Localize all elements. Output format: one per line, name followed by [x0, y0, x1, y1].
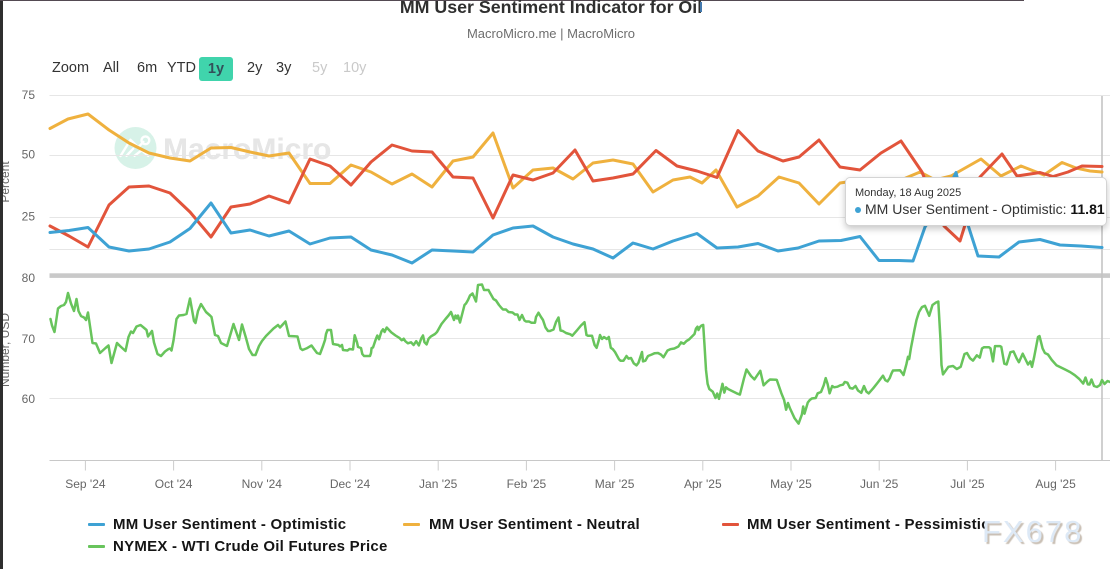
svg-text:Dec '24: Dec '24	[330, 477, 371, 491]
svg-text:80: 80	[22, 271, 36, 285]
svg-text:Oct '24: Oct '24	[155, 477, 193, 491]
svg-text:Percent: Percent	[0, 161, 12, 203]
svg-text:60: 60	[22, 392, 36, 406]
svg-text:25: 25	[22, 210, 36, 224]
svg-text:50: 50	[22, 148, 36, 162]
svg-text:Jul '25: Jul '25	[950, 477, 985, 491]
svg-text:Jan '25: Jan '25	[419, 477, 458, 491]
svg-text:Jun '25: Jun '25	[860, 477, 899, 491]
svg-text:May '25: May '25	[770, 477, 812, 491]
svg-text:Feb '25: Feb '25	[507, 477, 547, 491]
svg-text:Sep '24: Sep '24	[65, 477, 106, 491]
svg-text:Apr '25: Apr '25	[684, 477, 722, 491]
svg-text:Number, USD: Number, USD	[0, 313, 12, 387]
svg-text:Mar '25: Mar '25	[595, 477, 635, 491]
svg-text:75: 75	[22, 88, 36, 102]
svg-text:Nov '24: Nov '24	[242, 477, 283, 491]
svg-text:Aug '25: Aug '25	[1035, 477, 1076, 491]
svg-text:70: 70	[22, 332, 36, 346]
